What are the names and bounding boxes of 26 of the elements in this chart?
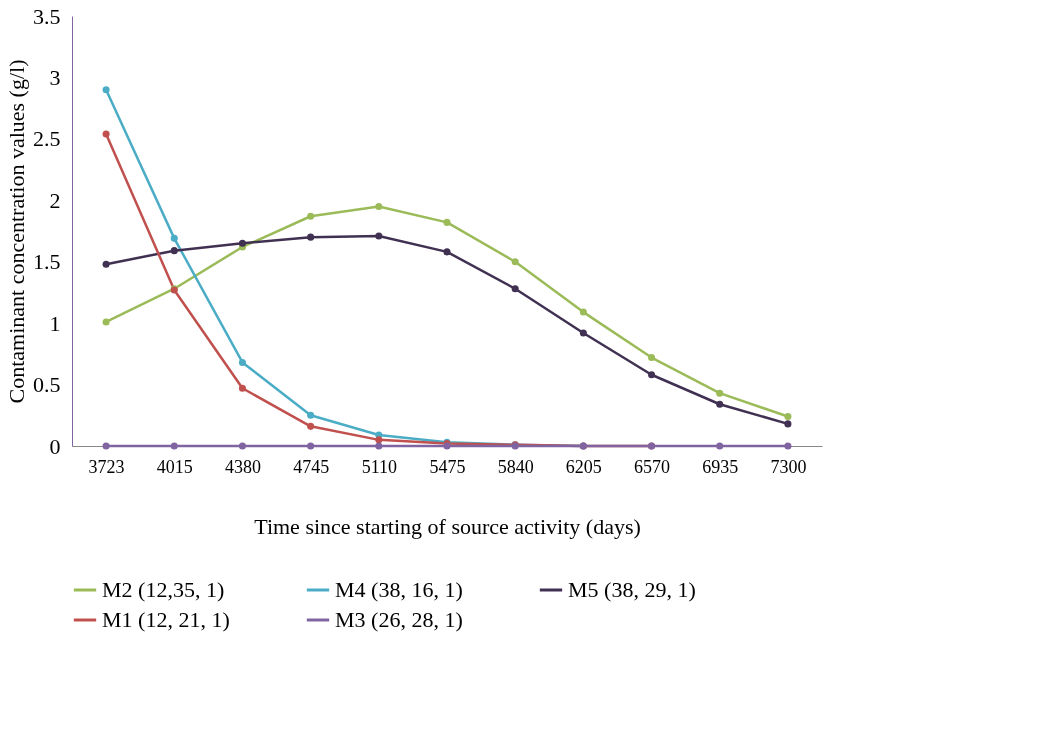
y-tick-label: 0 [49, 433, 61, 459]
x-tick-label: 4745 [293, 456, 330, 477]
y-tick-label: 1.5 [33, 249, 61, 275]
x-tick-label: 5840 [497, 456, 534, 477]
legend-label: M5 (38, 29, 1) [568, 577, 696, 602]
legend-label: M2 (12,35, 1) [102, 577, 225, 602]
y-tick-label: 2.5 [33, 126, 61, 152]
y-tick-label: 3 [49, 64, 61, 90]
x-axis-title: Time since starting of source activity (days) [254, 513, 641, 539]
x-tick-label: 4015 [156, 456, 193, 477]
x-tick-label: 6205 [565, 456, 602, 477]
y-axis-title: Contaminant concentration values (g/l) [4, 59, 29, 404]
x-tick-label: 6570 [634, 456, 671, 477]
y-tick-label: 1 [49, 310, 61, 336]
x-tick-label: 4380 [224, 456, 261, 477]
legend-label: M1 (12, 21, 1) [102, 607, 230, 632]
y-tick-label: 3.5 [33, 3, 61, 29]
legend-label: M4 (38, 16, 1) [335, 577, 463, 602]
x-tick-label: 6935 [702, 456, 739, 477]
y-tick-label: 0.5 [33, 372, 61, 398]
legend-label: M3 (26, 28, 1) [335, 607, 463, 632]
x-tick-label: 5475 [429, 456, 466, 477]
x-tick-label: 7300 [770, 456, 807, 477]
y-tick-label: 2 [49, 187, 61, 213]
x-tick-label: 5110 [361, 456, 397, 477]
x-tick-label: 3723 [88, 456, 125, 477]
